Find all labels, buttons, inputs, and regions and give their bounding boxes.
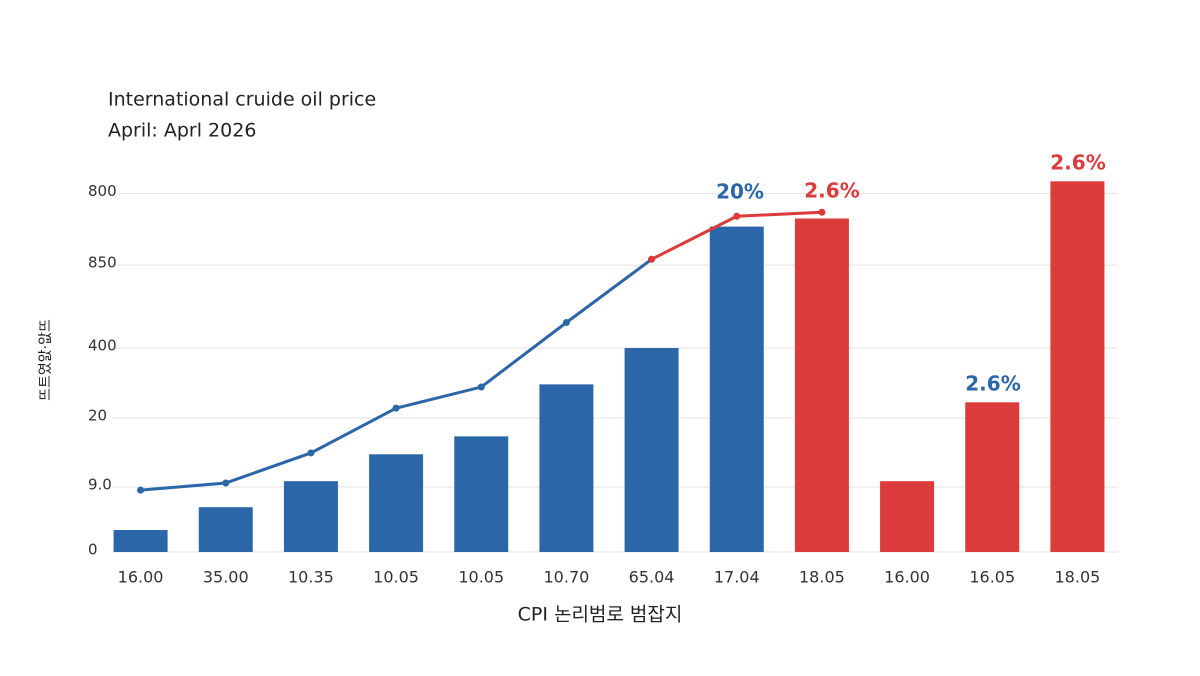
y-tick-label: 400	[88, 337, 117, 355]
y-tick-label: 850	[88, 254, 117, 272]
x-tick-label: 10.05	[373, 568, 419, 587]
x-axis-title: CPI 논리범로 범잡지	[518, 604, 683, 626]
x-tick-label: 10.35	[288, 568, 334, 587]
annotation: 20%	[716, 180, 764, 204]
bar	[369, 454, 424, 552]
x-tick-label: 16.00	[884, 568, 930, 587]
y-axis-title: 뜨트였앐·앖뜨	[38, 319, 54, 401]
bar	[454, 436, 509, 552]
bar	[539, 384, 594, 552]
bar	[965, 402, 1020, 552]
chart-title: International cruide oil price	[108, 89, 376, 111]
bar	[198, 507, 253, 552]
y-tick-label: 800	[88, 182, 117, 200]
bar	[283, 481, 338, 552]
annotation: 2.6%	[965, 372, 1020, 396]
y-tick-label: 20	[88, 406, 107, 424]
x-tick-label: 16.00	[118, 568, 164, 587]
x-tick-label: 18.05	[1055, 568, 1101, 587]
line-point	[733, 212, 741, 220]
line-point	[392, 404, 400, 412]
line-point	[307, 449, 315, 457]
x-tick-label: 16.05	[969, 568, 1015, 587]
y-tick-label: 9.0	[88, 476, 112, 494]
line-point	[818, 208, 826, 216]
line-point	[648, 255, 656, 263]
x-tick-label: 10.05	[458, 568, 504, 587]
bar	[113, 530, 168, 552]
x-tick-label: 65.04	[629, 568, 675, 587]
chart-subtitle: April: Aprl 2026	[108, 120, 256, 142]
bar	[709, 226, 764, 552]
line-point	[137, 486, 145, 494]
line-point	[222, 479, 230, 487]
bar	[794, 218, 849, 552]
bar	[624, 348, 679, 552]
x-tick-label: 17.04	[714, 568, 760, 587]
x-tick-label: 18.05	[799, 568, 845, 587]
line-point	[562, 319, 570, 327]
x-tick-label: 10.70	[544, 568, 590, 587]
y-tick-label: 0	[88, 541, 98, 559]
line-point	[477, 383, 485, 391]
annotation: 2.6%	[804, 179, 859, 203]
annotation: 2.6%	[1050, 151, 1105, 175]
bar	[1050, 181, 1105, 552]
x-tick-label: 35.00	[203, 568, 249, 587]
bar	[880, 481, 935, 552]
